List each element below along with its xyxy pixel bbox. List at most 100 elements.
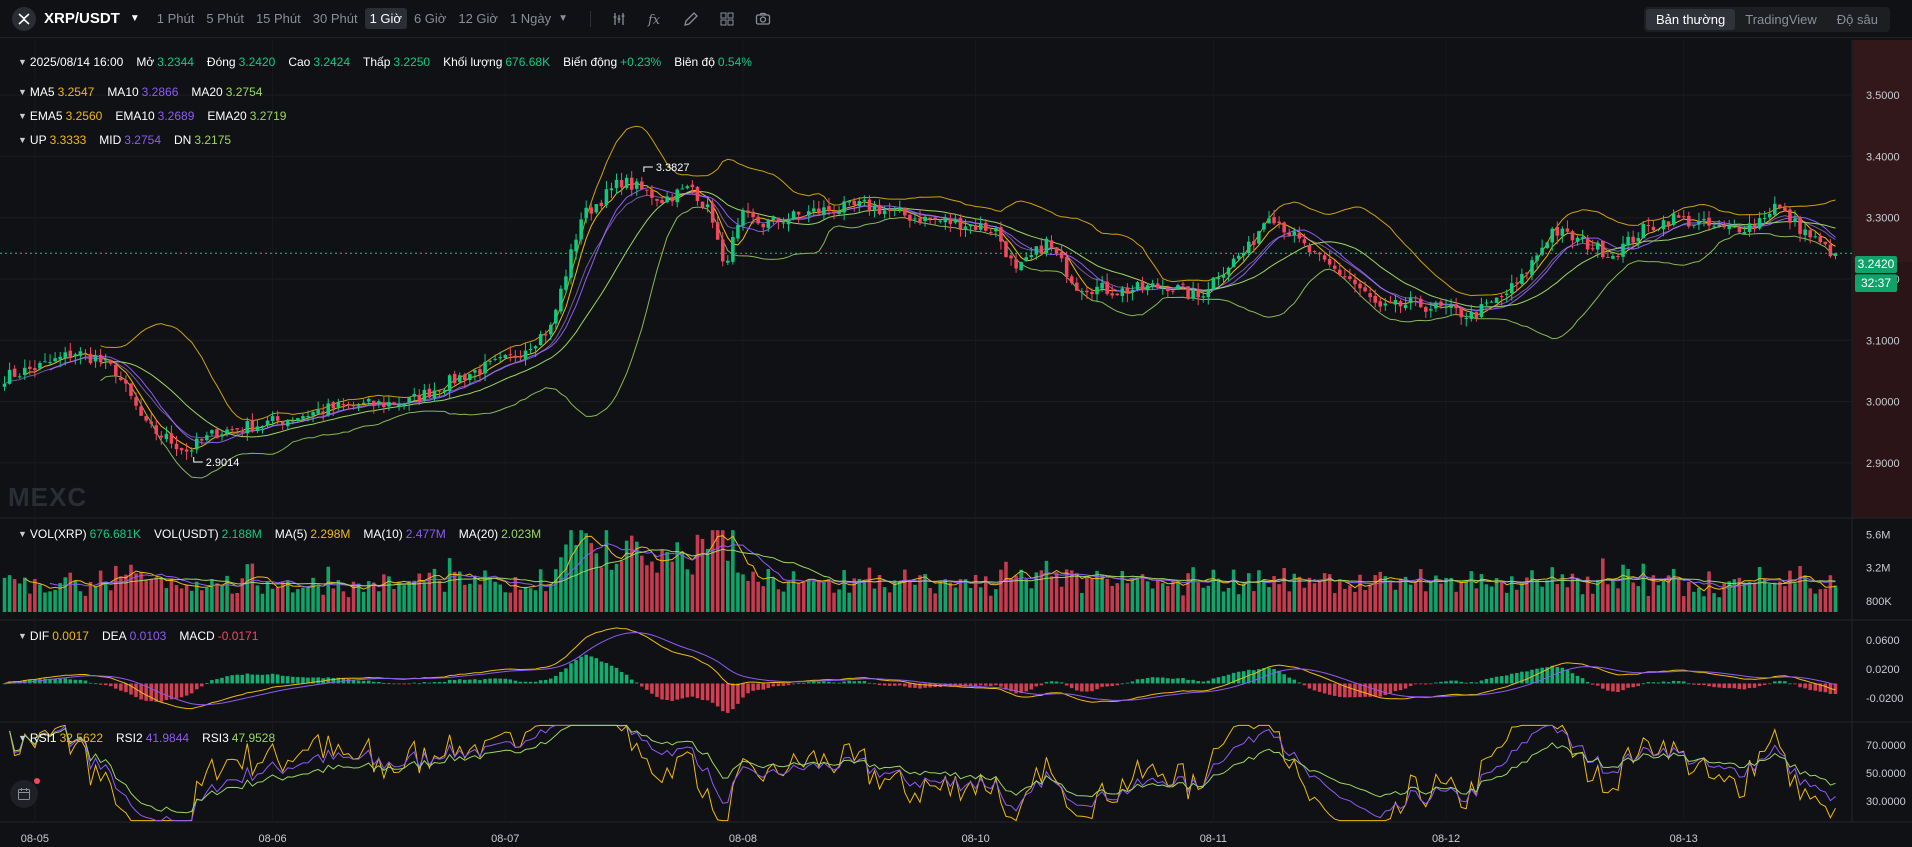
volume-bar: [1221, 591, 1226, 612]
candle-body: [184, 449, 189, 452]
macd-histogram-bar: [786, 683, 791, 686]
rsi2-value: 41.9844: [145, 731, 190, 745]
macd-histogram-bar: [468, 679, 472, 684]
volume-bar: [230, 593, 234, 612]
layout-icon[interactable]: [718, 10, 736, 28]
candle-body: [1059, 251, 1064, 259]
macd-histogram-bar: [710, 683, 715, 703]
volume-bar: [685, 569, 690, 612]
volume-bar: [326, 566, 331, 612]
volume-bar: [1161, 583, 1165, 612]
macd-histogram-bar: [751, 683, 755, 691]
vol-usdt-label: VOL(USDT): [154, 527, 219, 541]
candle-body: [144, 415, 148, 421]
candle-body: [255, 426, 260, 432]
macd-histogram-bar: [275, 674, 280, 684]
chevron-down-icon[interactable]: ▼: [18, 529, 27, 539]
chevron-down-icon[interactable]: ▼: [18, 57, 27, 67]
volume-bar: [493, 581, 497, 612]
timeframe-1d[interactable]: 1 Ngày: [509, 11, 552, 26]
macd-histogram-bar: [1307, 683, 1312, 689]
timeframe-chevron-down-icon[interactable]: ▼: [558, 13, 569, 24]
macd-histogram-bar: [1120, 683, 1125, 685]
timeframe-1h[interactable]: 1 Giờ: [364, 8, 407, 29]
chevron-down-icon[interactable]: ▼: [18, 733, 27, 743]
macd-histogram-bar: [1348, 683, 1352, 698]
volume-bar: [427, 572, 432, 612]
draw-icon[interactable]: [682, 10, 700, 28]
chevron-down-icon[interactable]: ▼: [18, 87, 27, 97]
candle-body: [432, 390, 437, 399]
volume-bar: [994, 589, 998, 612]
indicator-icon[interactable]: [610, 10, 628, 28]
candle-body: [1140, 281, 1145, 290]
candle-body: [285, 419, 290, 427]
macd-histogram-bar: [447, 679, 452, 684]
volume-bar: [1413, 581, 1418, 612]
close-value: 3.2420: [238, 55, 276, 69]
candle-body: [1150, 283, 1155, 287]
boll-dn-label: DN: [174, 133, 192, 147]
view-depth[interactable]: Độ sâu: [1836, 12, 1878, 27]
chevron-down-icon[interactable]: ▼: [129, 13, 140, 24]
candle-body: [1818, 236, 1823, 243]
candle-body: [1130, 290, 1135, 292]
candle-body: [1525, 272, 1529, 274]
macd-histogram-bar: [250, 674, 255, 684]
timeframe-1m[interactable]: 1 Phút: [156, 11, 195, 26]
macd-histogram-bar: [685, 683, 690, 698]
chevron-down-icon[interactable]: ▼: [18, 135, 27, 145]
volume-bar: [1373, 575, 1377, 612]
candle-body: [908, 214, 912, 221]
candle-body: [645, 189, 649, 191]
formula-icon[interactable]: fx: [646, 10, 664, 28]
timeframe-12h[interactable]: 12 Giờ: [458, 11, 498, 26]
chevron-down-icon[interactable]: ▼: [18, 631, 27, 641]
volume-bar: [822, 581, 826, 612]
vol-ma20-label: MA(20): [458, 527, 499, 541]
candle-body: [1120, 288, 1125, 296]
timeframe-6h[interactable]: 6 Giờ: [413, 11, 447, 26]
macd-histogram-bar: [518, 681, 523, 684]
timeframe-15m[interactable]: 15 Phút: [255, 11, 301, 26]
volume-bar: [892, 580, 897, 612]
volume-bar: [1080, 592, 1084, 612]
macd-histogram-bar: [1793, 683, 1797, 685]
chart-settings-button[interactable]: [10, 780, 38, 808]
volume-bar: [1064, 569, 1069, 612]
macd-histogram-bar: [1095, 683, 1099, 690]
candle-body: [397, 404, 401, 407]
candle-body: [58, 356, 62, 360]
volume-bar: [1479, 574, 1484, 612]
macd-histogram-bar: [1424, 683, 1428, 685]
price-axis-band-top: [1853, 40, 1912, 262]
macd-histogram-bar: [796, 682, 801, 684]
candle-body: [220, 434, 224, 437]
exchange-logo[interactable]: [12, 6, 36, 31]
volume-bar: [1803, 575, 1807, 612]
camera-icon[interactable]: [754, 10, 772, 28]
pair-title[interactable]: XRP/USDT: [44, 10, 120, 27]
candle-body: [88, 353, 93, 364]
macd-histogram-bar: [1590, 683, 1595, 685]
macd-histogram-bar: [493, 678, 497, 684]
view-tradingview[interactable]: TradingView: [1745, 12, 1817, 27]
candle-body: [1560, 228, 1565, 236]
macd-histogram-bar: [179, 683, 184, 698]
volume-bar: [285, 580, 290, 612]
chevron-down-icon[interactable]: ▼: [18, 111, 27, 121]
timeframe-5m[interactable]: 5 Phút: [206, 11, 244, 26]
volume-bar: [1439, 583, 1443, 612]
volume-bar: [1484, 584, 1489, 612]
volume-bar: [377, 591, 381, 612]
view-standard[interactable]: Bản thường: [1645, 9, 1736, 30]
macd-histogram-bar: [1535, 668, 1539, 684]
macd-histogram-bar: [1732, 683, 1737, 689]
candle-body: [948, 218, 953, 224]
volume-bar: [1707, 571, 1711, 612]
macd-histogram-bar: [1555, 666, 1560, 684]
timeframe-30m[interactable]: 30 Phút: [312, 11, 358, 26]
candle-body: [705, 204, 710, 208]
volume-bar: [144, 579, 148, 612]
